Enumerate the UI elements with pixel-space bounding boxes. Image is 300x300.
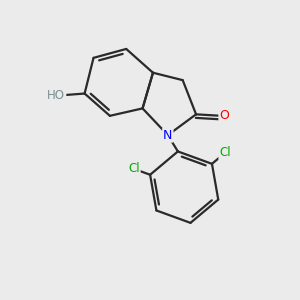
Text: Cl: Cl	[128, 162, 140, 176]
Text: N: N	[163, 129, 172, 142]
Text: HO: HO	[47, 88, 65, 101]
Text: Cl: Cl	[219, 146, 231, 159]
Text: O: O	[219, 109, 229, 122]
